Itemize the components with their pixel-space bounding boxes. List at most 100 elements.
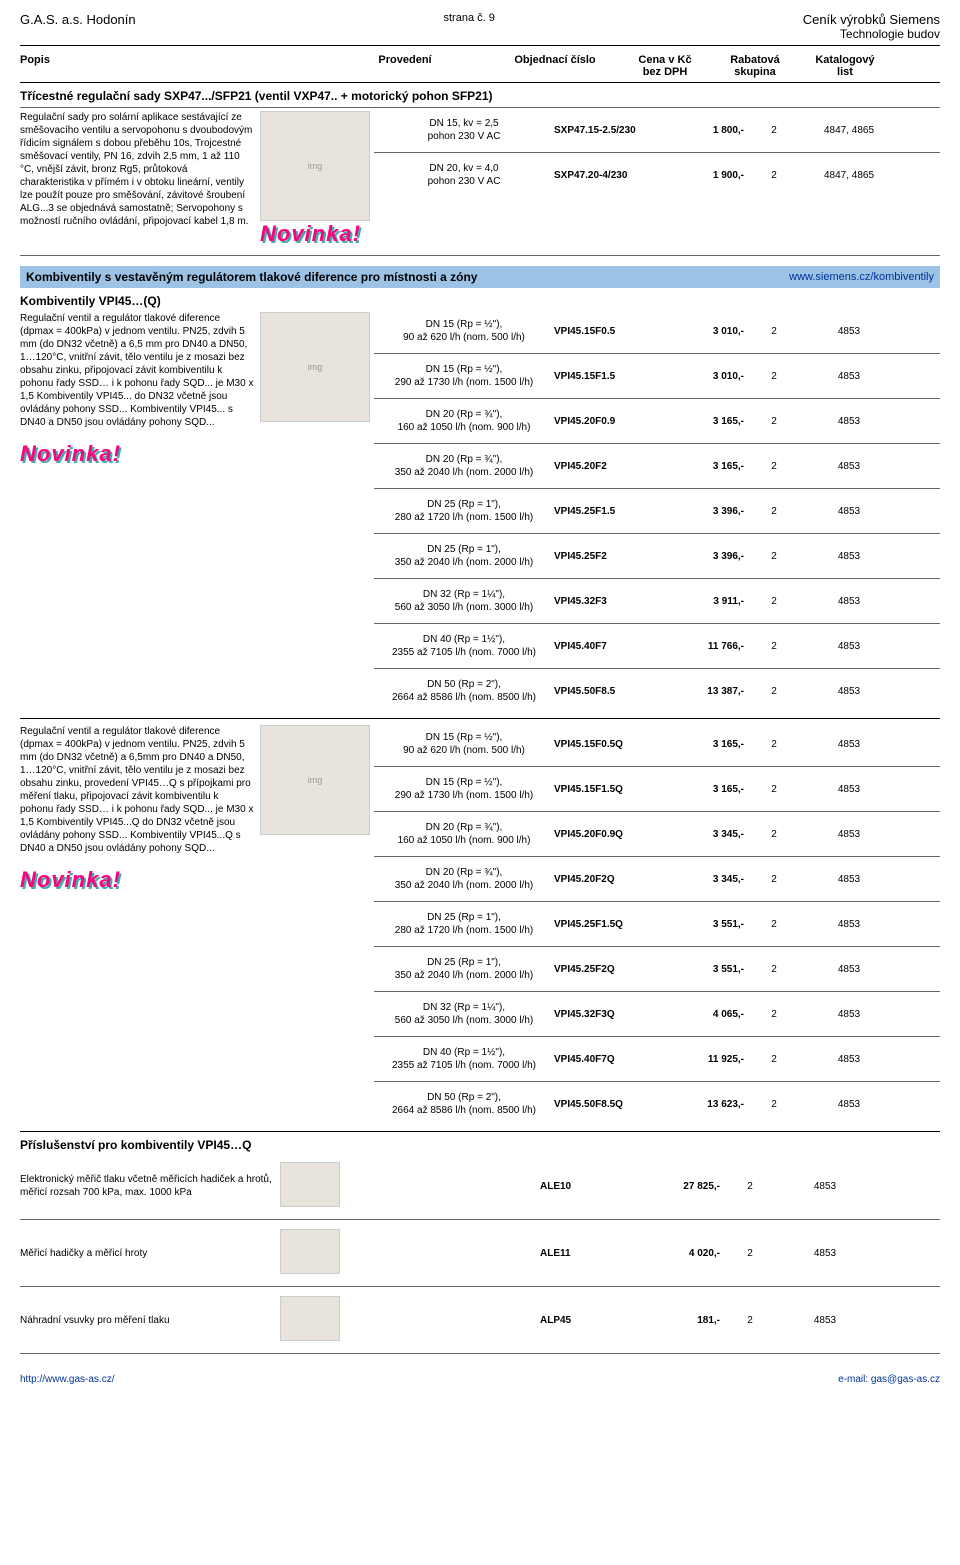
col-provedeni: Provedení <box>320 54 490 78</box>
price-cell: 3 551,- <box>664 919 744 930</box>
accessory-image-icon <box>280 1296 340 1341</box>
acc-cat: 4853 <box>780 1315 870 1326</box>
section2-block1: Regulační ventil a regulátor tlakové dif… <box>20 312 940 710</box>
section1-block: Regulační sady pro solární aplikace sest… <box>20 111 940 247</box>
code-cell: SXP47.15-2.5/230 <box>554 125 664 136</box>
spec-cell: DN 20 (Rp = ¾"),350 až 2040 l/h (nom. 20… <box>374 453 554 479</box>
price-cell: 3 010,- <box>664 326 744 337</box>
spec-cell: DN 25 (Rp = 1"),350 až 2040 l/h (nom. 20… <box>374 956 554 982</box>
cat-cell: 4853 <box>804 874 894 885</box>
acc-price: 27 825,- <box>640 1181 720 1192</box>
cat-cell: 4853 <box>804 326 894 337</box>
price-cell: 3 345,- <box>664 829 744 840</box>
footer-email[interactable]: e-mail: gas@gas-as.cz <box>838 1374 940 1385</box>
cat-cell: 4853 <box>804 506 894 517</box>
cat-cell: 4853 <box>804 919 894 930</box>
price-cell: 11 766,- <box>664 641 744 652</box>
cat-cell: 4853 <box>804 596 894 607</box>
col-rabat: Rabatováskupina <box>710 54 800 78</box>
acc-code: ALE11 <box>540 1248 640 1259</box>
table-row: DN 15 (Rp = ½"),90 až 620 l/h (nom. 500 … <box>374 312 940 350</box>
acc-code: ALP45 <box>540 1315 640 1326</box>
cat-cell: 4853 <box>804 1054 894 1065</box>
spec-cell: DN 25 (Rp = 1"),350 až 2040 l/h (nom. 20… <box>374 543 554 569</box>
group-cell: 2 <box>744 829 804 840</box>
code-cell: VPI45.50F8.5 <box>554 686 664 697</box>
price-cell: 3 165,- <box>664 739 744 750</box>
group-cell: 2 <box>744 1099 804 1110</box>
accessories-title: Příslušenství pro kombiventily VPI45…Q <box>20 1138 940 1152</box>
page-header: G.A.S. a.s. Hodonín strana č. 9 Ceník vý… <box>20 12 940 41</box>
cat-cell: 4853 <box>804 964 894 975</box>
section2-bar-title: Kombiventily s vestavěným regulátorem tl… <box>26 270 477 284</box>
table-row: DN 50 (Rp = 2"),2664 až 8586 l/h (nom. 8… <box>374 672 940 710</box>
spec-cell: DN 20 (Rp = ¾"),160 až 1050 l/h (nom. 90… <box>374 821 554 847</box>
acc-price: 4 020,- <box>640 1248 720 1259</box>
page-footer: http://www.gas-as.cz/ e-mail: gas@gas-as… <box>20 1374 940 1385</box>
acc-group: 2 <box>720 1248 780 1259</box>
group-cell: 2 <box>744 784 804 795</box>
cat-cell: 4853 <box>804 1009 894 1020</box>
table-row: DN 15, kv = 2,5pohon 230 V ACSXP47.15-2.… <box>374 111 940 149</box>
table-row: DN 25 (Rp = 1"),280 až 1720 l/h (nom. 15… <box>374 492 940 530</box>
price-cell: 3 165,- <box>664 461 744 472</box>
cat-cell: 4847, 4865 <box>804 125 894 136</box>
price-cell: 13 623,- <box>664 1099 744 1110</box>
acc-cat: 4853 <box>780 1248 870 1259</box>
group-cell: 2 <box>744 686 804 697</box>
group-cell: 2 <box>744 551 804 562</box>
spec-cell: DN 15 (Rp = ½"),90 až 620 l/h (nom. 500 … <box>374 318 554 344</box>
table-row: DN 20 (Rp = ¾"),160 až 1050 l/h (nom. 90… <box>374 402 940 440</box>
novinka-badge-3: Novinka! <box>20 867 121 893</box>
spec-cell: DN 15, kv = 2,5pohon 230 V AC <box>374 117 554 143</box>
table-row: DN 25 (Rp = 1"),350 až 2040 l/h (nom. 20… <box>374 950 940 988</box>
col-popis: Popis <box>20 54 320 78</box>
price-cell: 4 065,- <box>664 1009 744 1020</box>
code-cell: VPI45.15F0.5 <box>554 326 664 337</box>
product-image-placeholder: img Novinka! <box>260 111 374 247</box>
section1-desc: Regulační sady pro solární aplikace sest… <box>20 111 260 228</box>
valve-image-icon: img <box>260 725 370 835</box>
code-cell: VPI45.20F2Q <box>554 874 664 885</box>
code-cell: VPI45.20F0.9Q <box>554 829 664 840</box>
code-cell: VPI45.32F3Q <box>554 1009 664 1020</box>
acc-cat: 4853 <box>780 1181 870 1192</box>
footer-url[interactable]: http://www.gas-as.cz/ <box>20 1374 114 1385</box>
spec-cell: DN 32 (Rp = 1¼"),560 až 3050 l/h (nom. 3… <box>374 588 554 614</box>
group-cell: 2 <box>744 919 804 930</box>
code-cell: SXP47.20-4/230 <box>554 170 664 181</box>
table-row: DN 20, kv = 4,0pohon 230 V ACSXP47.20-4/… <box>374 156 940 194</box>
acc-code: ALE10 <box>540 1181 640 1192</box>
group-cell: 2 <box>744 641 804 652</box>
valve-image-icon: img <box>260 111 370 221</box>
group-cell: 2 <box>744 596 804 607</box>
col-katalog: Katalogovýlist <box>800 54 890 78</box>
acc-desc: Elektronický měřič tlaku včetně měřicích… <box>20 1173 280 1199</box>
section2-block2: Regulační ventil a regulátor tlakové dif… <box>20 725 940 1123</box>
spec-cell: DN 20, kv = 4,0pohon 230 V AC <box>374 162 554 188</box>
cat-cell: 4853 <box>804 686 894 697</box>
cat-cell: 4853 <box>804 739 894 750</box>
table-row: DN 50 (Rp = 2"),2664 až 8586 l/h (nom. 8… <box>374 1085 940 1123</box>
group-cell: 2 <box>744 1054 804 1065</box>
spec-cell: DN 32 (Rp = 1¼"),560 až 3050 l/h (nom. 3… <box>374 1001 554 1027</box>
spec-cell: DN 40 (Rp = 1½"),2355 až 7105 l/h (nom. … <box>374 633 554 659</box>
spec-cell: DN 40 (Rp = 1½"),2355 až 7105 l/h (nom. … <box>374 1046 554 1072</box>
acc-desc: Náhradní vsuvky pro měření tlaku <box>20 1314 280 1327</box>
section2-bar-link[interactable]: www.siemens.cz/kombiventily <box>789 271 934 283</box>
price-cell: 1 800,- <box>664 125 744 136</box>
section2-desc2: Regulační ventil a regulátor tlakové dif… <box>20 725 260 855</box>
price-cell: 3 345,- <box>664 874 744 885</box>
code-cell: VPI45.40F7Q <box>554 1054 664 1065</box>
price-cell: 3 010,- <box>664 371 744 382</box>
spec-cell: DN 20 (Rp = ¾"),350 až 2040 l/h (nom. 20… <box>374 866 554 892</box>
price-cell: 11 925,- <box>664 1054 744 1065</box>
price-cell: 3 165,- <box>664 416 744 427</box>
accessory-image-icon <box>280 1229 340 1274</box>
company-name: G.A.S. a.s. Hodonín <box>20 12 136 27</box>
code-cell: VPI45.20F2 <box>554 461 664 472</box>
spec-cell: DN 50 (Rp = 2"),2664 až 8586 l/h (nom. 8… <box>374 678 554 704</box>
section2-desc1: Regulační ventil a regulátor tlakové dif… <box>20 312 260 429</box>
table-row: DN 15 (Rp = ½"),290 až 1730 l/h (nom. 15… <box>374 770 940 808</box>
section1-title: Třícestné regulační sady SXP47.../SFP21 … <box>20 89 940 103</box>
